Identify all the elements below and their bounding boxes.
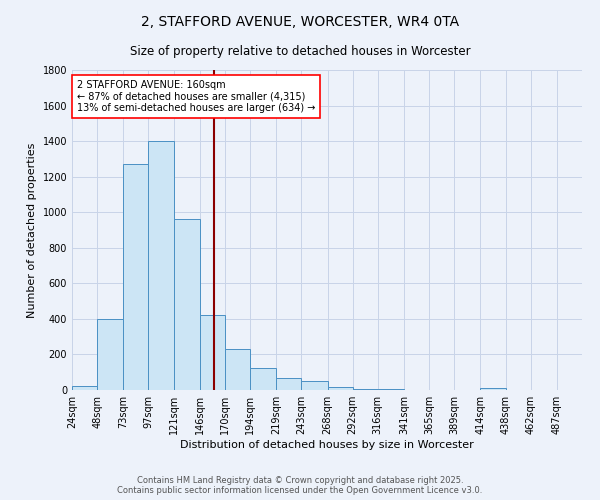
Bar xyxy=(250,368,276,390)
Bar xyxy=(301,381,328,390)
Bar xyxy=(353,389,378,390)
Text: 2 STAFFORD AVENUE: 160sqm
← 87% of detached houses are smaller (4,315)
13% of se: 2 STAFFORD AVENUE: 160sqm ← 87% of detac… xyxy=(77,80,316,113)
Y-axis label: Number of detached properties: Number of detached properties xyxy=(27,142,37,318)
Bar xyxy=(148,141,173,390)
Bar xyxy=(97,319,124,390)
Text: Contains HM Land Registry data © Crown copyright and database right 2025.
Contai: Contains HM Land Registry data © Crown c… xyxy=(118,476,482,495)
Bar xyxy=(72,386,97,390)
Bar xyxy=(328,388,353,390)
Bar xyxy=(200,316,225,390)
Bar xyxy=(124,164,148,390)
Text: 2, STAFFORD AVENUE, WORCESTER, WR4 0TA: 2, STAFFORD AVENUE, WORCESTER, WR4 0TA xyxy=(141,15,459,29)
Bar xyxy=(481,388,506,390)
Bar xyxy=(276,378,301,390)
Bar xyxy=(173,220,200,390)
Text: Size of property relative to detached houses in Worcester: Size of property relative to detached ho… xyxy=(130,45,470,58)
Bar xyxy=(225,349,250,390)
X-axis label: Distribution of detached houses by size in Worcester: Distribution of detached houses by size … xyxy=(180,440,474,450)
